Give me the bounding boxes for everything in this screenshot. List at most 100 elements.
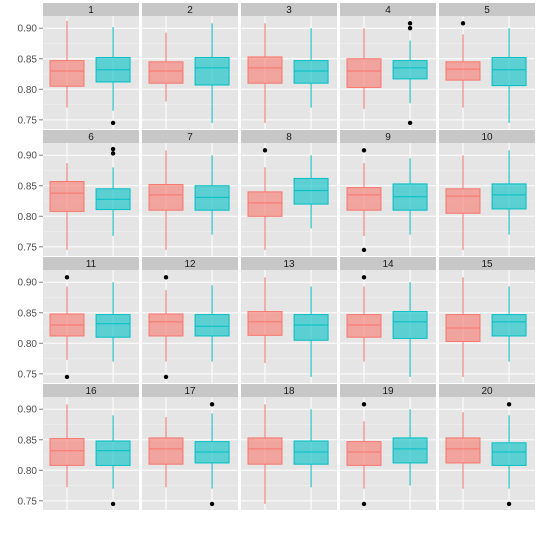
y-tick-label: 0.90 bbox=[18, 151, 38, 162]
box-series-1 bbox=[148, 313, 184, 337]
box-series-2 bbox=[491, 183, 527, 210]
y-tick-label: 0.75 bbox=[18, 369, 38, 380]
y-tick-label: 0.90 bbox=[18, 278, 38, 289]
facet-strip-3 bbox=[241, 3, 337, 16]
facet-strip-2 bbox=[142, 3, 238, 16]
box-series-1 bbox=[49, 438, 85, 466]
facet-strip-5 bbox=[439, 3, 535, 16]
box-series-1 bbox=[247, 191, 283, 217]
outlier-point bbox=[110, 146, 116, 152]
box-series-2 bbox=[293, 314, 329, 341]
box-series-2 bbox=[491, 442, 527, 466]
facet-strip-label-12: 12 bbox=[184, 259, 196, 270]
box-series-2 bbox=[95, 440, 131, 466]
y-tick-label: 0.90 bbox=[18, 24, 38, 35]
facet-strip-label-11: 11 bbox=[86, 259, 97, 270]
y-tick-label: 0.85 bbox=[18, 308, 38, 319]
box-series-1 bbox=[445, 188, 481, 214]
box-series-2 bbox=[293, 60, 329, 84]
facet-strip-label-10: 10 bbox=[481, 132, 493, 143]
y-tick-label: 0.80 bbox=[18, 339, 38, 350]
facet-strip-label-1: 1 bbox=[88, 5, 94, 16]
outlier-point bbox=[361, 402, 367, 407]
outlier-point bbox=[110, 120, 116, 126]
box-series-2 bbox=[491, 314, 527, 337]
box-series-1 bbox=[346, 441, 382, 466]
facet-strip-15 bbox=[439, 257, 535, 270]
facet-strip-14 bbox=[340, 257, 436, 270]
outlier-point bbox=[407, 21, 413, 26]
facet-strip-13 bbox=[241, 257, 337, 270]
box-series-1 bbox=[445, 437, 481, 464]
facet-strip-label-13: 13 bbox=[283, 259, 295, 270]
facet-strip-label-20: 20 bbox=[481, 386, 493, 397]
facet-strip-label-14: 14 bbox=[382, 259, 394, 270]
outlier-point bbox=[209, 501, 215, 507]
outlier-point bbox=[163, 374, 169, 380]
y-tick-label: 0.75 bbox=[18, 496, 38, 507]
box-series-2 bbox=[392, 311, 428, 339]
y-tick-label: 0.80 bbox=[18, 212, 38, 223]
facet-strip-label-15: 15 bbox=[481, 259, 493, 270]
facet-strip-label-18: 18 bbox=[283, 386, 295, 397]
box-series-2 bbox=[491, 57, 527, 87]
facet-strip-label-17: 17 bbox=[184, 386, 196, 397]
outlier-point bbox=[262, 148, 268, 153]
facet-strip-9 bbox=[340, 130, 436, 143]
outlier-point bbox=[506, 402, 512, 407]
outlier-point bbox=[460, 21, 466, 26]
facet-strip-label-2: 2 bbox=[187, 5, 193, 16]
facet-strip-label-8: 8 bbox=[286, 132, 292, 143]
facet-strip-16 bbox=[43, 384, 139, 397]
facet-strip-label-7: 7 bbox=[187, 132, 193, 143]
box-series-2 bbox=[194, 185, 230, 211]
outlier-point bbox=[64, 374, 70, 380]
y-tick-label: 0.75 bbox=[18, 115, 38, 126]
y-tick-label: 0.85 bbox=[18, 181, 38, 192]
outlier-point bbox=[110, 501, 116, 507]
y-tick-label: 0.75 bbox=[18, 242, 38, 253]
outlier-point bbox=[361, 275, 367, 280]
box-series-2 bbox=[293, 177, 329, 205]
facet-strip-20 bbox=[439, 384, 535, 397]
facet-strip-label-19: 19 bbox=[382, 386, 394, 397]
outlier-point bbox=[361, 148, 367, 153]
box-series-1 bbox=[346, 58, 382, 88]
box-series-2 bbox=[392, 60, 428, 80]
facet-strip-6 bbox=[43, 130, 139, 143]
box-series-1 bbox=[148, 184, 184, 211]
facet-strip-11 bbox=[43, 257, 139, 270]
y-tick-label: 0.80 bbox=[18, 85, 38, 96]
y-tick-label: 0.85 bbox=[18, 435, 38, 446]
box-series-1 bbox=[445, 61, 481, 81]
box-series-1 bbox=[148, 437, 184, 465]
box-series-1 bbox=[49, 180, 85, 212]
facet-strip-10 bbox=[439, 130, 535, 143]
facet-strip-19 bbox=[340, 384, 436, 397]
box-series-2 bbox=[392, 437, 428, 464]
box-series-2 bbox=[95, 314, 131, 338]
facet-strip-18 bbox=[241, 384, 337, 397]
outlier-point bbox=[407, 26, 413, 31]
facet-strip-8 bbox=[241, 130, 337, 143]
facet-strip-label-9: 9 bbox=[385, 132, 391, 143]
facet-strip-label-16: 16 bbox=[85, 386, 97, 397]
facet-strip-7 bbox=[142, 130, 238, 143]
box-series-1 bbox=[247, 311, 283, 336]
facet-strip-label-6: 6 bbox=[88, 132, 94, 143]
y-tick-label: 0.90 bbox=[18, 405, 38, 416]
outlier-point bbox=[110, 151, 116, 156]
outlier-point bbox=[361, 247, 367, 253]
outlier-point bbox=[361, 501, 367, 507]
box-series-2 bbox=[293, 440, 329, 465]
box-series-1 bbox=[49, 60, 85, 87]
box-series-1 bbox=[346, 187, 382, 211]
facet-strip-label-5: 5 bbox=[484, 5, 490, 16]
outlier-point bbox=[163, 275, 169, 280]
facet-strip-17 bbox=[142, 384, 238, 397]
outlier-point bbox=[506, 501, 512, 507]
facet-strip-1 bbox=[43, 3, 139, 16]
box-series-1 bbox=[247, 56, 283, 84]
y-tick-label: 0.85 bbox=[18, 54, 38, 65]
